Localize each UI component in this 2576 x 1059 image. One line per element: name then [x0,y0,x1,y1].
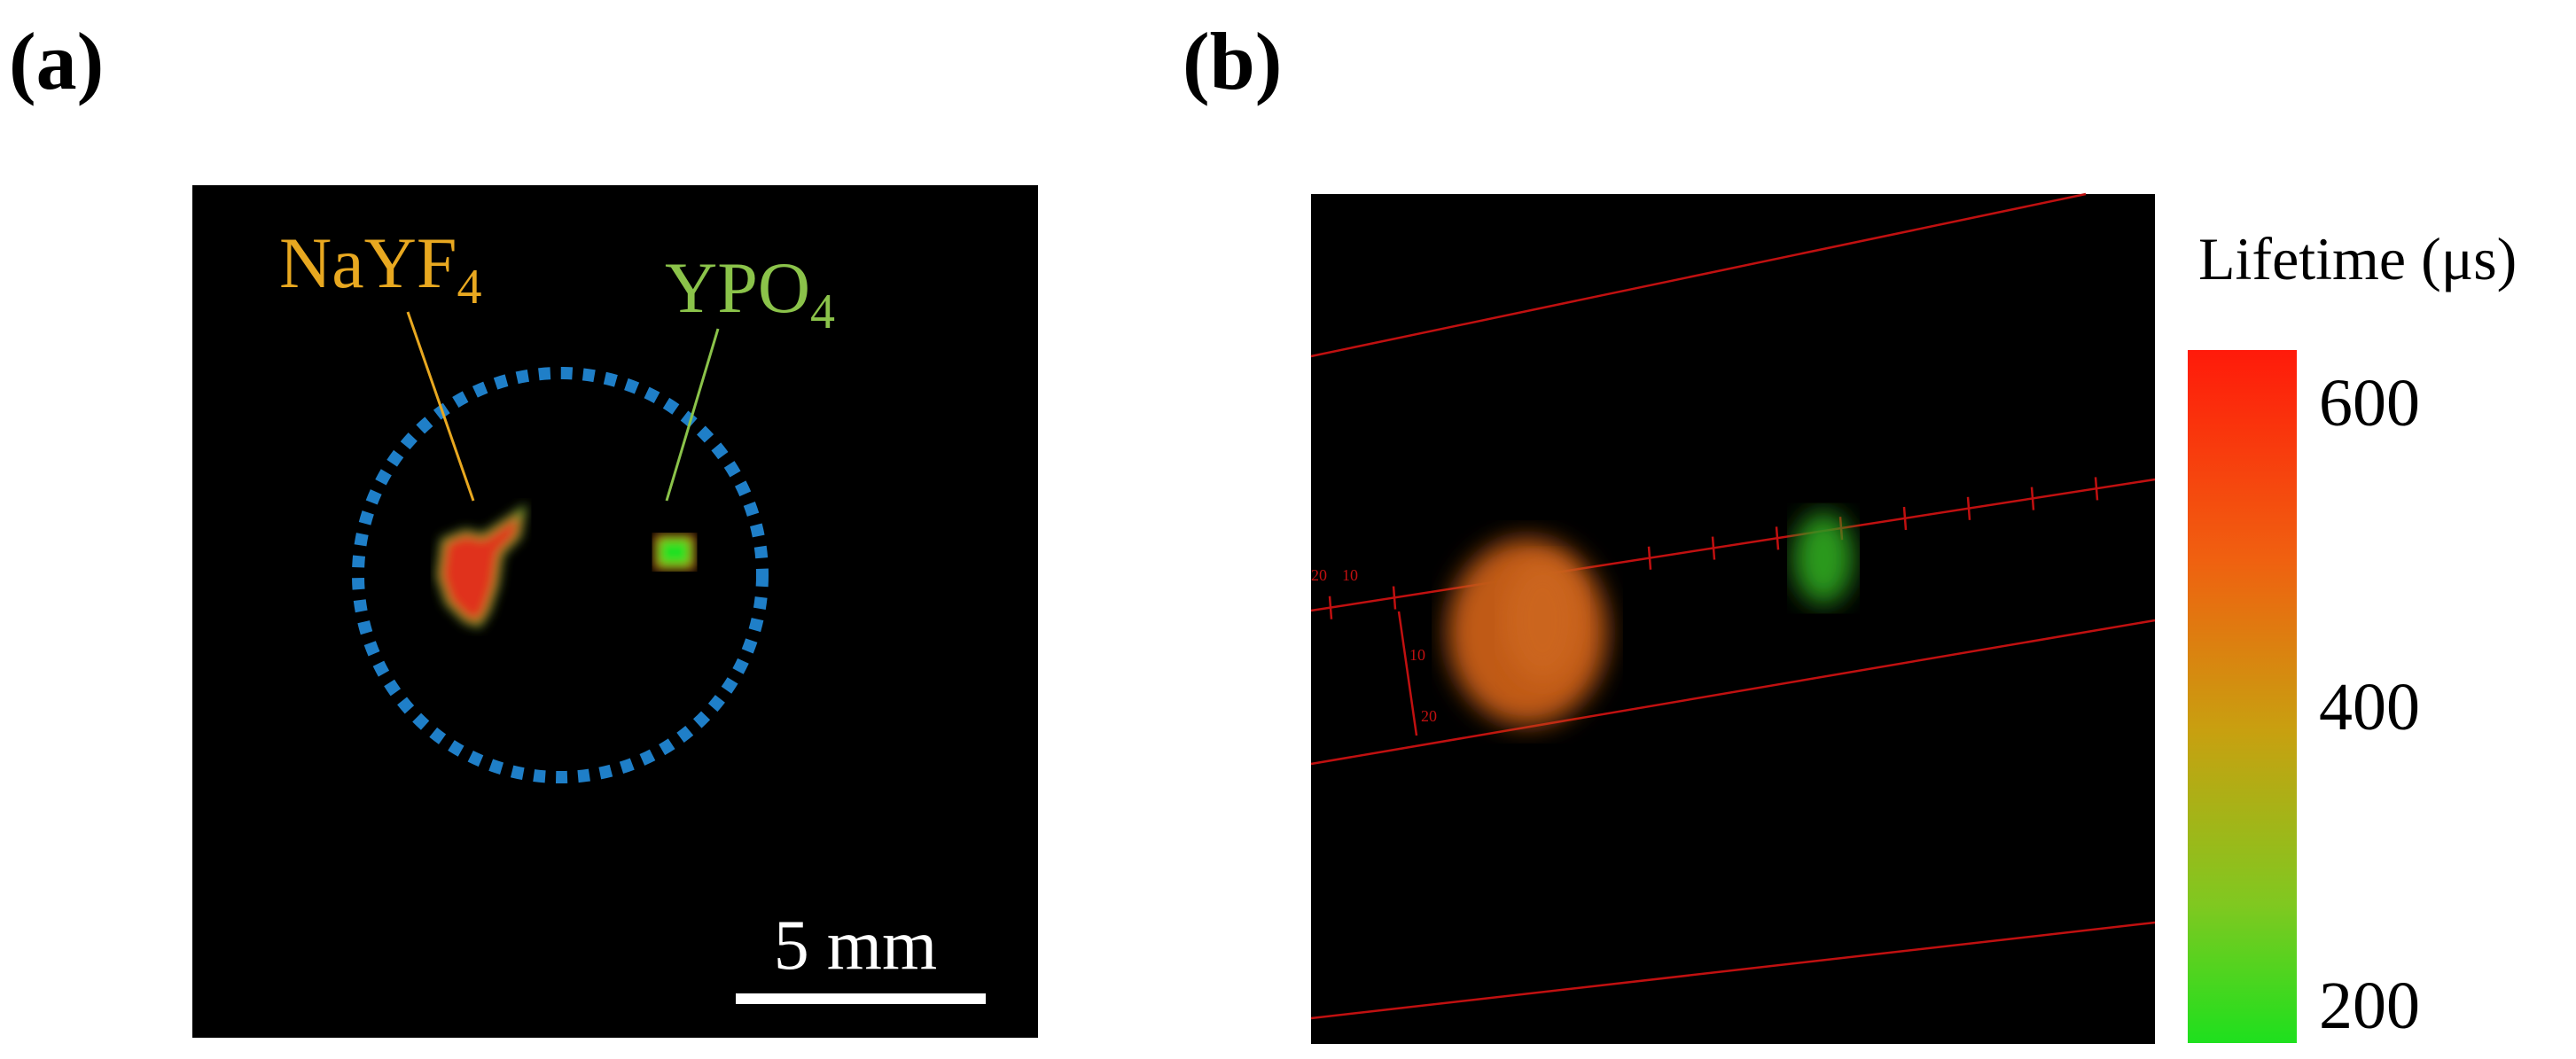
box-edge [1397,611,1418,736]
axes-box [1310,192,2156,1020]
tick [1966,496,1971,520]
leader-line [665,328,720,502]
panel-label: (b) [1183,16,1282,106]
annotation-text: YPO [665,247,810,328]
colorbar-title: Lifetime (μs) [2198,225,2517,292]
ypo4-particle [1793,512,1854,604]
colorbar-tick-label: 200 [2319,969,2420,1043]
box-edge [1310,619,2156,766]
nayf4-core [1503,558,1582,682]
annotation-subscript: 4 [810,284,835,339]
image-a [192,185,1038,1038]
axis-ticks [1328,477,2099,619]
annotation-subscript: 4 [457,260,481,315]
image-b [1311,194,2155,1044]
panel-label: (a) [9,16,104,106]
tick [1392,586,1397,610]
colorbar-ticks: 600 400 200 [2319,366,2420,1043]
nayf4-particle [435,503,527,628]
box-edge [1310,192,2087,358]
axis-label: 10 [1409,646,1425,664]
tick [1647,546,1652,570]
tick [2094,477,2099,501]
ypo4-particle [653,533,696,571]
axis-label: 20 [1311,566,1327,584]
box-edge [1310,478,2156,612]
tick [1902,506,1908,531]
annotation-text: NaYF [279,222,457,303]
tick [1328,596,1333,619]
colorbar [2188,350,2297,1043]
tick [1775,526,1780,550]
dotted-circle [352,367,769,783]
axis-label: 10 [1342,566,1358,584]
scale-bar-label: 5 mm [774,907,937,985]
colorbar-tick-label: 600 [2319,366,2420,440]
tick [2030,487,2035,510]
axis-label: 20 [1421,707,1437,725]
leader-line [406,311,475,502]
tick [1711,536,1716,560]
annotation: NaYF4 [279,222,481,315]
annotation: YPO4 [665,247,835,339]
box-edge [1310,921,2156,1020]
colorbar-tick-label: 400 [2319,670,2420,744]
